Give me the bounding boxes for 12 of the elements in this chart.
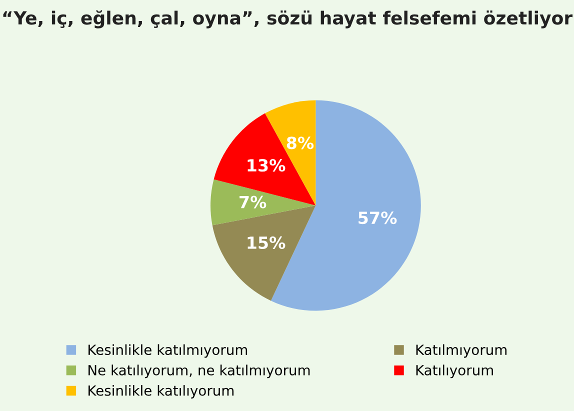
legend-label: Katılmıyorum	[416, 344, 506, 358]
data-label: 15%	[248, 236, 286, 250]
pie-slice	[210, 179, 316, 226]
legend-label: Kesinlikle katılıyorum	[88, 385, 234, 398]
legend-label: Katılıyorum	[416, 364, 493, 378]
data-label: 8%	[286, 136, 314, 150]
data-label: 57%	[358, 212, 397, 224]
chart-title: “Ye, iç, eğlen, çal, oyna”, sözü hayat felsefemi özetliyor	[3, 10, 573, 28]
data-label: 7%	[240, 196, 266, 208]
legend-label: Kesinlikle katılmıyorum	[88, 344, 248, 358]
data-label: 13%	[248, 159, 286, 172]
legend-label: Ne katılıyorum, ne katılmıyorum	[88, 364, 310, 378]
